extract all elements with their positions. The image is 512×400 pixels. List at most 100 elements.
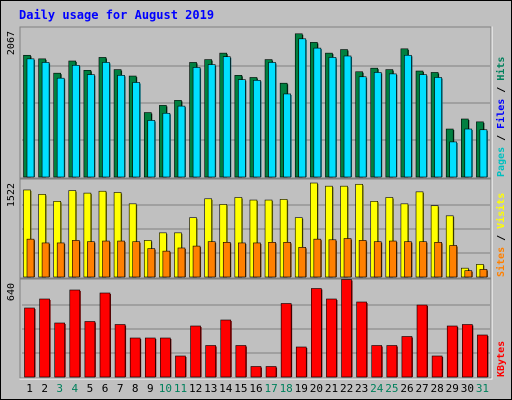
bar-files-day-16 [253, 80, 261, 178]
bar-files-day-27 [419, 74, 427, 178]
bar-files-day-9 [147, 120, 156, 178]
legend-kbytes: KBytes [496, 341, 507, 377]
bar-files-day-19 [298, 38, 307, 178]
x-tick-label-day-1: 1 [26, 382, 33, 395]
x-tick-label-day-24: 24 [370, 382, 384, 395]
bar-sites-day-24 [373, 241, 382, 278]
x-tick-label-day-2: 2 [41, 382, 48, 395]
panel-middle-legend: Sites / Visits [495, 193, 507, 277]
x-tick-label-day-21: 21 [325, 382, 338, 395]
bar-kbytes-day-26 [401, 336, 413, 378]
bar-kbytes-day-7 [114, 324, 126, 378]
bar-files-day-28 [434, 77, 442, 178]
x-tick-label-day-11: 11 [174, 382, 187, 395]
bar-sites-day-18 [283, 242, 291, 278]
bar-kbytes-day-12 [190, 325, 201, 378]
bar-kbytes-day-18 [280, 303, 292, 378]
bar-kbytes-day-22 [341, 279, 352, 378]
bar-kbytes-day-29 [446, 325, 458, 378]
bar-kbytes-day-14 [220, 319, 232, 378]
bar-sites-day-14 [222, 242, 231, 278]
panel-top [19, 26, 493, 180]
bar-files-day-8 [132, 82, 140, 178]
bar-files-day-12 [192, 67, 201, 178]
bar-files-day-18 [283, 93, 291, 178]
legend-separator: / [496, 229, 507, 247]
bar-files-day-14 [222, 56, 231, 178]
panel-frame [19, 278, 492, 379]
bar-sites-day-25 [389, 240, 397, 278]
bar-files-day-31 [479, 129, 488, 178]
x-tick-label-day-31: 31 [476, 382, 489, 395]
x-tick-label-day-20: 20 [310, 382, 323, 395]
bar-kbytes-day-3 [54, 322, 65, 378]
bar-files-day-13 [207, 64, 216, 178]
legend-sites: Sites [495, 247, 507, 277]
bar-files-day-5 [87, 74, 95, 178]
bar-files-day-30 [464, 128, 473, 178]
panel-frame [19, 178, 492, 279]
bar-sites-day-1 [26, 238, 35, 278]
legend-visits: Visits [495, 193, 507, 229]
legend-separator: / [496, 81, 507, 99]
bar-files-day-21 [328, 57, 337, 178]
bar-files-day-15 [238, 79, 246, 178]
bar-kbytes-day-21 [326, 298, 337, 378]
bar-files-day-1 [26, 58, 35, 178]
bar-files-day-22 [343, 55, 352, 178]
bar-files-day-17 [268, 62, 276, 178]
bar-kbytes-day-8 [129, 337, 141, 378]
bar-kbytes-day-11 [175, 355, 186, 378]
legend-separator: / [496, 129, 507, 147]
bar-sites-day-2 [41, 242, 50, 278]
bar-sites-day-4 [71, 240, 80, 278]
panel-top-max-label: 2067 [6, 31, 17, 55]
bar-sites-day-13 [207, 241, 216, 278]
x-tick-label-day-25: 25 [385, 382, 398, 395]
bar-sites-day-30 [464, 270, 473, 278]
bar-sites-day-17 [268, 242, 276, 278]
bar-sites-day-28 [434, 242, 442, 278]
bar-kbytes-day-17 [265, 366, 277, 378]
bar-kbytes-day-27 [416, 304, 428, 378]
bar-kbytes-day-19 [295, 346, 307, 378]
bar-kbytes-day-2 [39, 298, 50, 378]
bar-files-day-26 [404, 54, 412, 178]
bar-sites-day-7 [117, 240, 125, 278]
bar-files-day-2 [41, 62, 50, 178]
bar-files-day-24 [373, 72, 382, 178]
bar-sites-day-3 [56, 242, 65, 278]
bar-sites-day-11 [177, 247, 186, 278]
x-tick-label-day-30: 30 [461, 382, 474, 395]
bar-files-day-6 [102, 62, 110, 178]
x-tick-label-day-3: 3 [56, 382, 63, 395]
x-tick-label-day-26: 26 [400, 382, 413, 395]
x-tick-label-day-6: 6 [102, 382, 109, 395]
x-tick-label-day-8: 8 [132, 382, 139, 395]
panel-bottom-max-label: 640 [6, 283, 17, 301]
x-tick-label-day-29: 29 [446, 382, 459, 395]
bar-kbytes-day-20 [311, 288, 322, 378]
x-tick-label-day-19: 19 [295, 382, 308, 395]
panel-middle [19, 178, 493, 280]
bar-sites-day-19 [298, 247, 307, 278]
x-tick-label-day-14: 14 [219, 382, 233, 395]
bar-sites-day-8 [132, 241, 140, 278]
chart-title: Daily usage for August 2019 [19, 8, 214, 22]
bar-files-day-11 [177, 105, 186, 178]
bar-files-day-10 [162, 112, 171, 178]
bar-sites-day-26 [404, 241, 412, 278]
bar-kbytes-day-15 [235, 345, 247, 378]
panel-bottom [19, 278, 493, 380]
legend-files: Files [495, 99, 507, 129]
bar-kbytes-day-6 [99, 292, 111, 378]
x-tick-label-day-22: 22 [340, 382, 353, 395]
bar-kbytes-day-25 [386, 345, 398, 378]
bar-sites-day-16 [253, 242, 261, 278]
bar-kbytes-day-31 [477, 334, 488, 378]
legend-hits: Hits [495, 57, 507, 81]
bar-sites-day-27 [419, 241, 427, 278]
panel-frame [19, 26, 492, 179]
